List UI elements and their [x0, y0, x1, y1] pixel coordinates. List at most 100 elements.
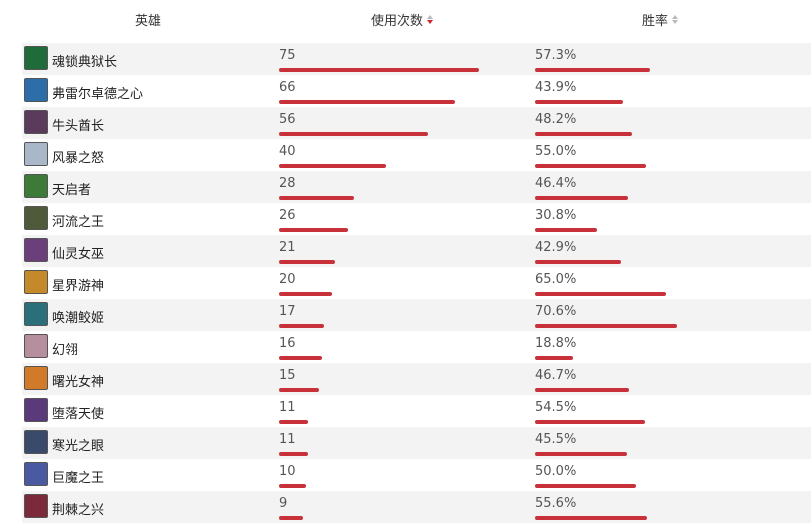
hero-avatar — [24, 46, 48, 70]
hero-name[interactable]: 河流之王 — [52, 215, 105, 230]
winrate-bar — [535, 292, 666, 296]
header-usage[interactable]: 使用次数 — [371, 10, 434, 29]
winrate-value: 46.7% — [535, 368, 577, 383]
usage-count: 75 — [279, 48, 296, 63]
hero-name[interactable]: 堕落天使 — [52, 407, 105, 422]
usage-count: 26 — [279, 208, 296, 223]
hero-avatar — [24, 270, 48, 294]
usage-bar — [279, 452, 308, 456]
winrate-value: 65.0% — [535, 272, 577, 287]
winrate-bar — [535, 356, 573, 360]
usage-count: 15 — [279, 368, 296, 383]
winrate-bar — [535, 484, 636, 488]
usage-count: 56 — [279, 112, 296, 127]
hero-name[interactable]: 星界游神 — [52, 279, 105, 294]
hero-name[interactable]: 巨魔之王 — [52, 471, 105, 486]
hero-avatar — [24, 78, 48, 102]
hero-avatar — [24, 174, 48, 198]
hero-avatar — [24, 238, 48, 262]
usage-bar — [279, 420, 308, 424]
hero-name[interactable]: 仙灵女巫 — [52, 247, 105, 262]
sort-desc-icon[interactable] — [427, 14, 434, 24]
hero-avatar — [24, 334, 48, 358]
hero-table-body: 魂锁典狱长 75 57.3% 弗雷尔卓德之心 66 43.9% 牛头酋长 56 48.2% 风暴之… — [22, 43, 811, 523]
winrate-bar — [535, 388, 629, 392]
table-row[interactable]: 荆棘之兴 9 55.6% — [22, 491, 811, 523]
usage-bar — [279, 388, 319, 392]
usage-count: 16 — [279, 336, 296, 351]
hero-name[interactable]: 弗雷尔卓德之心 — [52, 87, 144, 102]
usage-bar — [279, 484, 306, 488]
table-row[interactable]: 巨魔之王 10 50.0% — [22, 459, 811, 491]
winrate-value: 54.5% — [535, 400, 577, 415]
table-row[interactable]: 堕落天使 11 54.5% — [22, 395, 811, 427]
usage-bar — [279, 292, 332, 296]
usage-count: 66 — [279, 80, 296, 95]
winrate-bar — [535, 132, 632, 136]
table-header: 英雄 使用次数 胜率 — [0, 0, 811, 40]
hero-avatar — [24, 494, 48, 518]
winrate-value: 57.3% — [535, 48, 577, 63]
winrate-bar — [535, 420, 645, 424]
usage-bar — [279, 228, 348, 232]
winrate-value: 50.0% — [535, 464, 577, 479]
table-row[interactable]: 天启者 28 46.4% — [22, 171, 811, 203]
winrate-value: 42.9% — [535, 240, 577, 255]
usage-count: 21 — [279, 240, 296, 255]
usage-bar — [279, 68, 479, 72]
winrate-value: 43.9% — [535, 80, 577, 95]
table-row[interactable]: 唤潮鲛姬 17 70.6% — [22, 299, 811, 331]
table-row[interactable]: 风暴之怒 40 55.0% — [22, 139, 811, 171]
usage-bar — [279, 100, 455, 104]
header-hero: 英雄 — [135, 10, 162, 29]
winrate-bar — [535, 68, 650, 72]
table-row[interactable]: 牛头酋长 56 48.2% — [22, 107, 811, 139]
hero-name[interactable]: 荆棘之兴 — [52, 503, 105, 518]
hero-name[interactable]: 风暴之怒 — [52, 151, 105, 166]
usage-count: 10 — [279, 464, 296, 479]
usage-count: 28 — [279, 176, 296, 191]
table-row[interactable]: 寒光之眼 11 45.5% — [22, 427, 811, 459]
winrate-value: 46.4% — [535, 176, 577, 191]
hero-name[interactable]: 魂锁典狱长 — [52, 55, 118, 70]
header-usage-label[interactable]: 使用次数 — [371, 13, 424, 29]
table-row[interactable]: 幻翎 16 18.8% — [22, 331, 811, 363]
hero-avatar — [24, 462, 48, 486]
winrate-value: 30.8% — [535, 208, 577, 223]
winrate-value: 55.6% — [535, 496, 577, 511]
hero-name[interactable]: 幻翎 — [52, 343, 79, 358]
table-row[interactable]: 弗雷尔卓德之心 66 43.9% — [22, 75, 811, 107]
hero-avatar — [24, 430, 48, 454]
hero-avatar — [24, 398, 48, 422]
hero-name[interactable]: 寒光之眼 — [52, 439, 105, 454]
header-hero-label: 英雄 — [135, 13, 162, 29]
usage-bar — [279, 164, 386, 168]
winrate-bar — [535, 324, 677, 328]
winrate-bar — [535, 164, 646, 168]
table-row[interactable]: 星界游神 20 65.0% — [22, 267, 811, 299]
hero-avatar — [24, 142, 48, 166]
hero-name[interactable]: 曙光女神 — [52, 375, 105, 390]
table-row[interactable]: 曙光女神 15 46.7% — [22, 363, 811, 395]
usage-bar — [279, 260, 335, 264]
header-winrate-label[interactable]: 胜率 — [642, 13, 669, 29]
winrate-bar — [535, 196, 628, 200]
hero-avatar — [24, 302, 48, 326]
usage-count: 40 — [279, 144, 296, 159]
winrate-value: 48.2% — [535, 112, 577, 127]
table-row[interactable]: 仙灵女巫 21 42.9% — [22, 235, 811, 267]
hero-name[interactable]: 牛头酋长 — [52, 119, 105, 134]
winrate-value: 18.8% — [535, 336, 577, 351]
hero-avatar — [24, 110, 48, 134]
hero-name[interactable]: 唤潮鲛姬 — [52, 311, 105, 326]
hero-name[interactable]: 天启者 — [52, 183, 92, 198]
winrate-value: 55.0% — [535, 144, 577, 159]
usage-bar — [279, 196, 354, 200]
table-row[interactable]: 河流之王 26 30.8% — [22, 203, 811, 235]
table-row[interactable]: 魂锁典狱长 75 57.3% — [22, 43, 811, 75]
sort-icon[interactable] — [672, 14, 679, 24]
usage-count: 20 — [279, 272, 296, 287]
winrate-value: 45.5% — [535, 432, 577, 447]
header-winrate[interactable]: 胜率 — [642, 10, 679, 29]
usage-bar — [279, 132, 428, 136]
